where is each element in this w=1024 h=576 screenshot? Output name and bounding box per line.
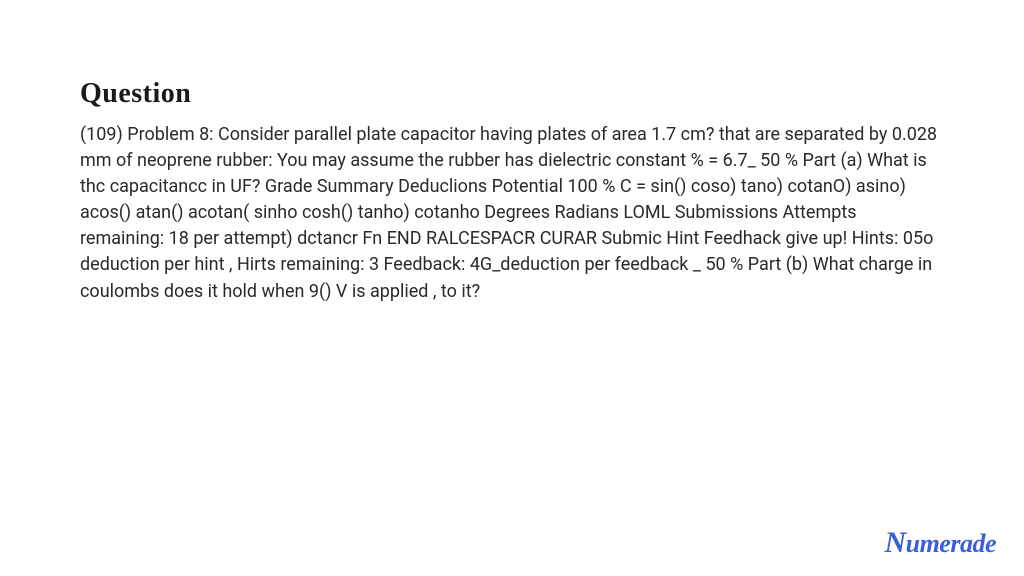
question-container: Question (109) Problem 8: Consider paral… xyxy=(0,0,1024,305)
brand-text: umerade xyxy=(906,529,996,558)
brand-logo: Numerade xyxy=(884,526,996,560)
question-body: (109) Problem 8: Consider parallel plate… xyxy=(80,122,944,305)
question-heading: Question xyxy=(80,78,944,110)
